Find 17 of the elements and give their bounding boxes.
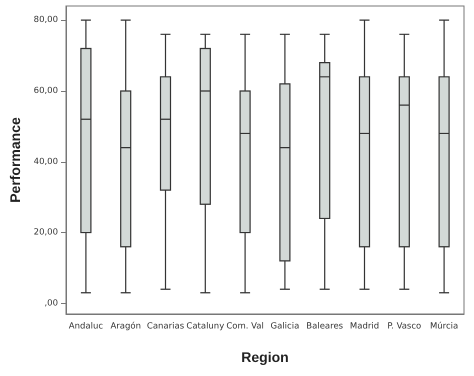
y-tick-label: 80,00 [34,15,58,26]
x-tick-label: Com. Val [226,322,264,332]
x-tick-label: P. Vasco [387,322,422,332]
x-axis-title: Region [241,349,289,365]
y-tick-label: 40,00 [34,156,58,167]
y-tick-label: 60,00 [34,86,58,96]
x-tick-label: Canarias [146,322,185,332]
x-tick-label: Múrcia [430,322,458,332]
y-tick-label: ,00 [44,298,58,308]
x-tick-label: Madrid [350,322,380,332]
y-tick-label: 20,00 [34,228,58,238]
x-tick-label: Baleares [306,322,344,332]
x-tick-label: Andaluc [68,322,104,332]
y-axis-title: Performance [7,116,23,203]
x-tick-label: Aragón [110,322,141,332]
x-tick-label: Galicia [270,322,300,332]
x-tick-label: Cataluny [186,322,224,332]
